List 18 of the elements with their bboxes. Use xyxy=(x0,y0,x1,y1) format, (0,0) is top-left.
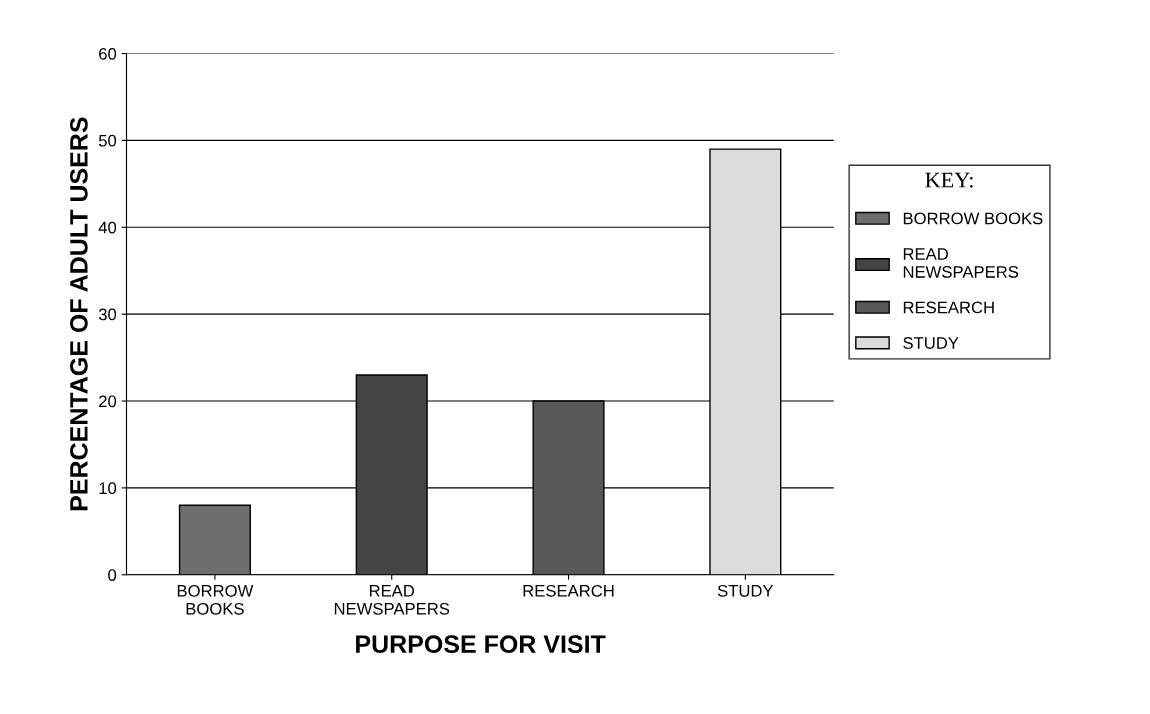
x-tick-label: RESEARCH xyxy=(523,584,614,597)
y-tick-label: 20 xyxy=(99,395,117,408)
legend-title: KEY: xyxy=(925,172,973,188)
legend-label: BORROW BOOKS xyxy=(903,212,1043,225)
x-tick-label: BORROW BOOKS xyxy=(177,584,254,615)
legend-label: RESEARCH xyxy=(903,301,994,314)
y-tick-label: 60 xyxy=(99,47,117,60)
y-tick-label: 30 xyxy=(98,308,117,321)
legend-label: STUDY xyxy=(903,337,959,349)
y-axis-title: PERCENTAGE OF ADULT USERS xyxy=(70,117,88,511)
y-tick-label: 40 xyxy=(98,221,117,234)
x-tick-label: READ NEWSPAPERS xyxy=(334,585,450,615)
y-tick-label: 10 xyxy=(99,482,117,495)
y-tick-label: 0 xyxy=(108,569,117,581)
legend-label: READ NEWSPAPERS xyxy=(903,248,1019,278)
x-tick-label: STUDY xyxy=(717,584,774,597)
y-tick-label: 50 xyxy=(98,134,117,147)
x-axis-title: PURPOSE FOR VISIT xyxy=(356,635,606,654)
